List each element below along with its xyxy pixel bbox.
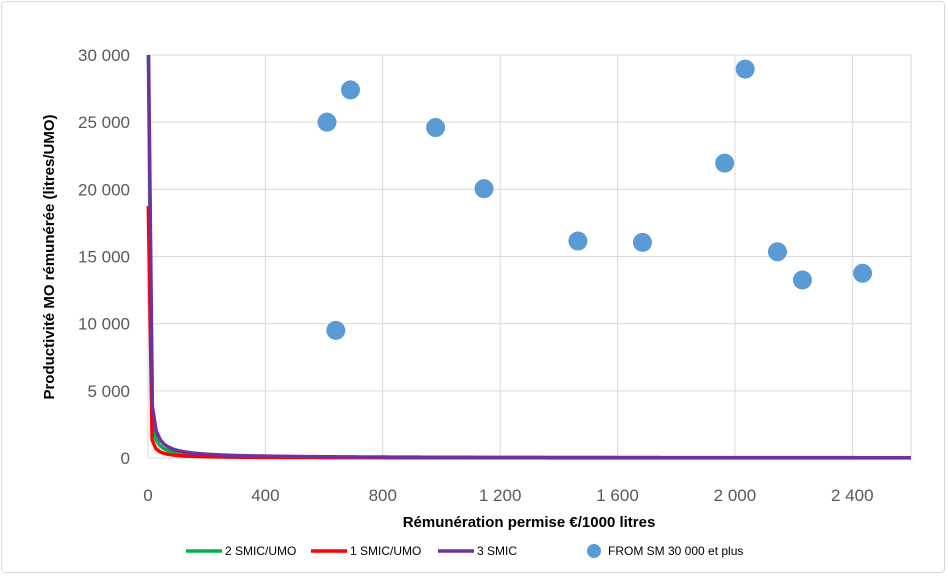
- grid-lines: [147, 54, 912, 459]
- x-tick-label: 1 200: [479, 486, 522, 505]
- x-tick-label: 400: [251, 486, 279, 505]
- scatter-point: [715, 153, 735, 173]
- scatter-point: [317, 112, 337, 132]
- y-tick-label: 30 000: [78, 46, 130, 65]
- legend-label-3-smic: 3 SMIC: [477, 544, 517, 558]
- x-tick-label: 800: [369, 486, 397, 505]
- scatter-point: [735, 59, 755, 79]
- scatter-point: [632, 232, 652, 252]
- scatter-point: [792, 270, 812, 290]
- y-tick-label: 0: [121, 449, 130, 468]
- y-tick-label: 25 000: [78, 113, 130, 132]
- x-tick-label: 2 000: [714, 486, 757, 505]
- curves: [146, 54, 911, 460]
- curve-3-smic: [146, 54, 911, 460]
- y-tick-labels: 0 5 000 10 000 15 000 20 000 25 000 30 000: [78, 46, 130, 468]
- y-tick-label: 10 000: [78, 315, 130, 334]
- legend-label-from-sm: FROM SM 30 000 et plus: [608, 544, 743, 558]
- y-tick-label: 5 000: [87, 382, 130, 401]
- scatter-point: [326, 320, 346, 340]
- x-tick-labels: 0 400 800 1 200 1 600 2 000 2 400: [143, 486, 873, 505]
- legend-label-1-smic: 1 SMIC/UMO: [350, 544, 421, 558]
- y-tick-label: 20 000: [78, 180, 130, 199]
- scatter-point: [767, 242, 787, 262]
- x-axis-title: Rémunération permise €/1000 litres: [403, 514, 656, 531]
- x-tick-label: 0: [143, 486, 152, 505]
- legend: 2 SMIC/UMO 1 SMIC/UMO 3 SMIC FROM SM 30 …: [186, 544, 743, 558]
- scatter-point: [426, 118, 446, 138]
- x-tick-label: 2 400: [831, 486, 874, 505]
- x-tick-label: 1 600: [596, 486, 639, 505]
- y-axis-title: Productivité MO rémunérée (litres/UMO): [41, 114, 58, 399]
- scatter-point: [853, 263, 873, 283]
- legend-swatch-from-sm: [587, 544, 601, 558]
- scatter-point: [568, 231, 588, 251]
- scatter-points: [317, 59, 873, 340]
- y-tick-label: 15 000: [78, 248, 130, 267]
- scatter-point: [340, 80, 360, 100]
- scatter-point: [474, 179, 494, 199]
- legend-label-2-smic: 2 SMIC/UMO: [225, 544, 296, 558]
- curve-1-smic-umo: [146, 206, 911, 460]
